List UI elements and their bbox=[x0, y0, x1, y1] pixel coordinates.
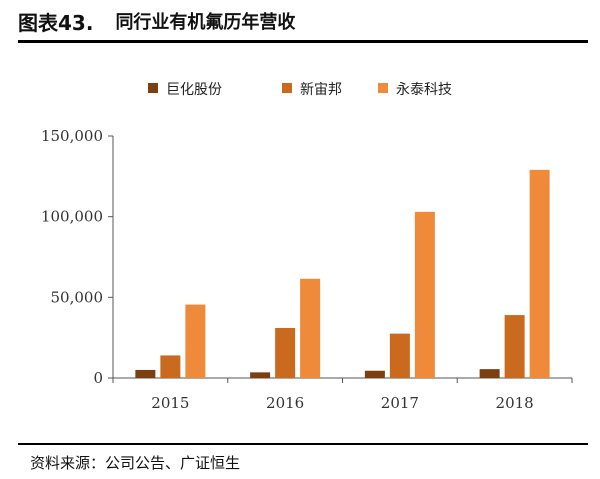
x-tick-label: 2015 bbox=[151, 394, 189, 412]
y-tick-label: 50,000 bbox=[51, 288, 104, 306]
y-tick-label: 150,000 bbox=[41, 127, 103, 145]
bar-巨化股份-2015 bbox=[135, 369, 156, 378]
bar-永泰科技-2017 bbox=[414, 211, 435, 378]
legend-swatch-永泰科技 bbox=[378, 83, 388, 93]
figure-header: 图表43. 同行业有机氟历年营收 bbox=[18, 4, 588, 38]
figure-title: 同行业有机氟历年营收 bbox=[115, 12, 296, 33]
bar-巨化股份-2018 bbox=[479, 369, 500, 378]
bar-永泰科技-2018 bbox=[529, 169, 550, 378]
bar-新宙邦-2018 bbox=[504, 315, 525, 378]
bar-巨化股份-2017 bbox=[364, 370, 385, 378]
legend-label-巨化股份: 巨化股份 bbox=[166, 82, 222, 98]
legend-swatch-新宙邦 bbox=[282, 83, 292, 93]
bar-巨化股份-2016 bbox=[250, 372, 271, 378]
bottom-rule bbox=[18, 443, 588, 445]
bar-新宙邦-2017 bbox=[389, 333, 410, 378]
source-note: 资料来源：公司公告、广证恒生 bbox=[30, 454, 241, 472]
x-tick-label: 2017 bbox=[381, 394, 419, 412]
x-tick-label: 2018 bbox=[496, 394, 534, 412]
figure-number: 图表43. bbox=[18, 10, 94, 35]
bar-永泰科技-2015 bbox=[185, 304, 206, 378]
x-tick-label: 2016 bbox=[266, 394, 304, 412]
bar-永泰科技-2016 bbox=[300, 278, 321, 378]
y-tick-label: 0 bbox=[93, 369, 103, 387]
y-tick-label: 100,000 bbox=[41, 208, 103, 226]
bar-新宙邦-2015 bbox=[160, 355, 181, 378]
bar-新宙邦-2016 bbox=[275, 327, 296, 378]
legend-label-永泰科技: 永泰科技 bbox=[396, 82, 452, 98]
legend-swatch-巨化股份 bbox=[148, 83, 158, 93]
top-rule bbox=[18, 40, 588, 43]
legend-label-新宙邦: 新宙邦 bbox=[300, 82, 342, 98]
